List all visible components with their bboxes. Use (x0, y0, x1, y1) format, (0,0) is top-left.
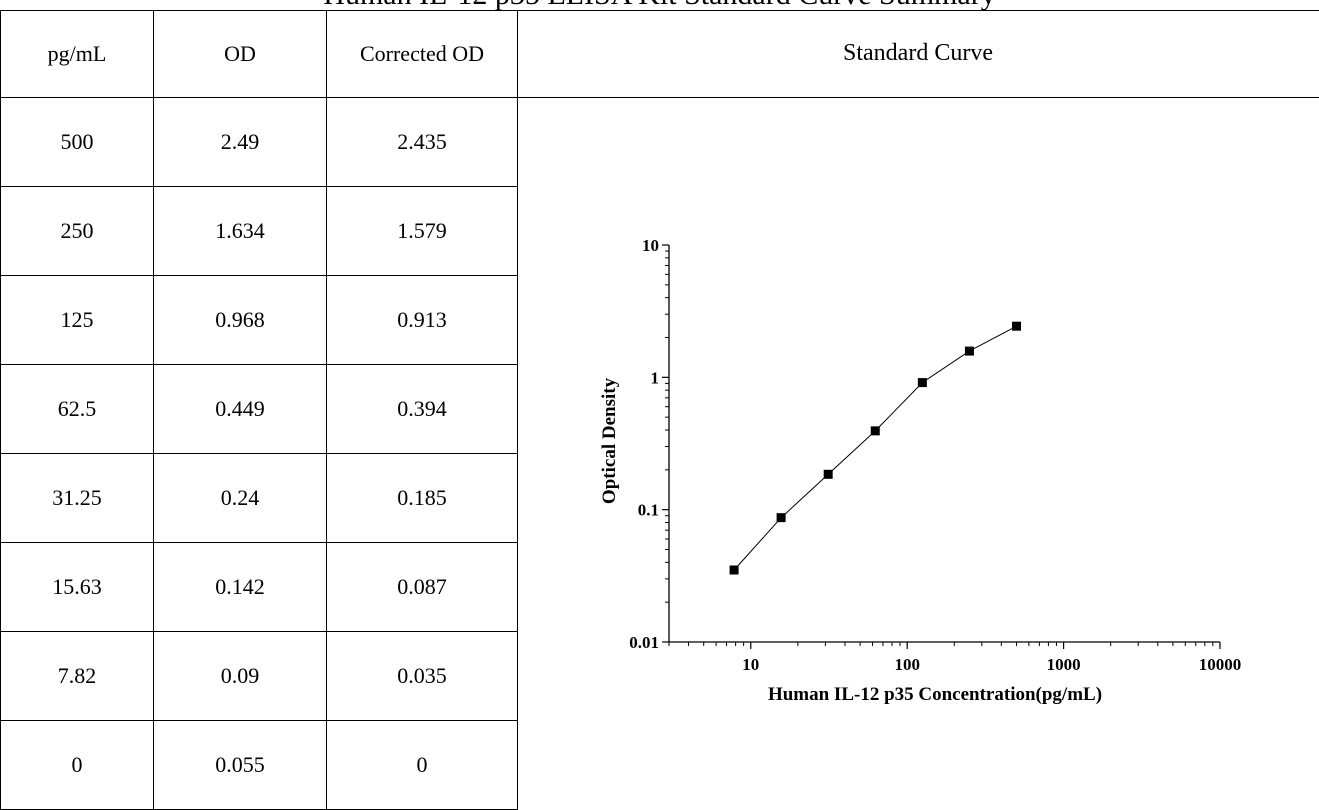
data-point (1012, 321, 1022, 331)
cell-corrected-od: 0.913 (326, 275, 518, 365)
x-tick-label: 100 (894, 655, 920, 674)
chart-series (729, 321, 1022, 575)
data-point (776, 513, 786, 523)
standard-table: pg/mL OD Corrected OD 500 2.49 2.435 250… (0, 10, 518, 810)
cell-concentration: 500 (0, 97, 154, 187)
col-header-concentration: pg/mL (0, 10, 154, 98)
curve-line (733, 325, 1017, 571)
table-row: 500 2.49 2.435 (0, 97, 518, 187)
x-tick-label: 10000 (1199, 655, 1242, 674)
y-tick-label: 10 (642, 236, 659, 255)
cell-concentration: 125 (0, 275, 154, 365)
cell-corrected-od: 0.394 (326, 364, 518, 454)
table-row: 0 0.055 0 (0, 720, 518, 810)
cell-od: 0.968 (153, 275, 327, 365)
table-header-row: pg/mL OD Corrected OD (0, 10, 518, 98)
table-row: 7.82 0.09 0.035 (0, 631, 518, 721)
y-tick-label: 1 (651, 368, 660, 387)
table-row: 62.5 0.449 0.394 (0, 364, 518, 454)
chart-axes (668, 245, 1220, 643)
x-tick-label: 10 (742, 655, 759, 674)
cell-concentration: 250 (0, 186, 154, 276)
table-row: 31.25 0.24 0.185 (0, 453, 518, 543)
cell-concentration: 15.63 (0, 542, 154, 632)
table-row: 250 1.634 1.579 (0, 186, 518, 276)
y-axis-label: Optical Density (599, 377, 620, 504)
cell-od: 2.49 (153, 97, 327, 187)
cell-od: 0.055 (153, 720, 327, 810)
cell-od: 0.142 (153, 542, 327, 632)
cell-od: 0.449 (153, 364, 327, 454)
data-point (870, 426, 880, 436)
data-point (917, 378, 927, 388)
cell-concentration: 31.25 (0, 453, 154, 543)
data-point (729, 565, 739, 575)
data-point (823, 469, 833, 479)
cell-od: 0.24 (153, 453, 327, 543)
top-border (0, 10, 1319, 11)
cell-corrected-od: 0.185 (326, 453, 518, 543)
data-point (964, 346, 974, 356)
table-row: 15.63 0.142 0.087 (0, 542, 518, 632)
cell-od: 0.09 (153, 631, 327, 721)
cell-corrected-od: 2.435 (326, 97, 518, 187)
standard-curve-chart: 10 100 1000 10000 0.01 0.1 1 10 Optical Density… (599, 236, 1241, 705)
chart-ticks: 10 100 1000 10000 0.01 0.1 1 10 (629, 236, 1241, 674)
col-header-corrected-od: Corrected OD (326, 10, 518, 98)
table-row: 125 0.968 0.913 (0, 275, 518, 365)
cell-concentration: 0 (0, 720, 154, 810)
cell-od: 1.634 (153, 186, 327, 276)
cell-corrected-od: 0.087 (326, 542, 518, 632)
cell-corrected-od: 1.579 (326, 186, 518, 276)
cell-concentration: 62.5 (0, 364, 154, 454)
cell-concentration: 7.82 (0, 631, 154, 721)
y-tick-label: 0.01 (629, 633, 659, 652)
col-header-od: OD (153, 10, 327, 98)
x-tick-label: 1000 (1047, 655, 1081, 674)
cell-corrected-od: 0.035 (326, 631, 518, 721)
cell-corrected-od: 0 (326, 720, 518, 810)
header-divider (517, 97, 1319, 98)
y-tick-label: 0.1 (638, 501, 659, 520)
x-axis-label: Human IL-12 p35 Concentration(pg/mL) (768, 684, 1102, 705)
page-title: Human IL-12 p35 ELISA Kit Standard Curve… (0, 0, 1319, 12)
chart-heading: Standard Curve (843, 40, 993, 66)
